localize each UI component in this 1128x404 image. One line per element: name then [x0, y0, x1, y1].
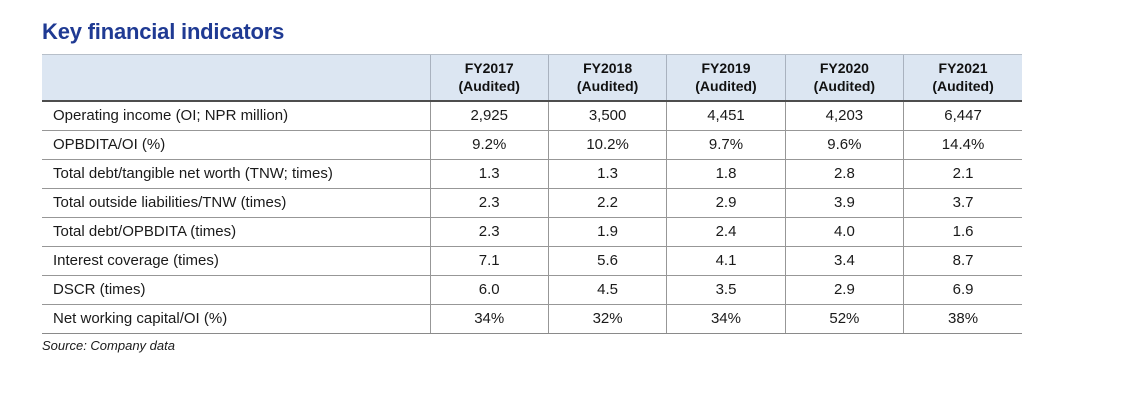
- cell-value: 2.9: [666, 188, 786, 218]
- cell-value: 3,500: [547, 100, 667, 131]
- column-year-label: FY2020: [819, 60, 869, 76]
- cell-value: 2.3: [429, 217, 549, 247]
- cell-value: 1.3: [429, 159, 549, 189]
- cell-value: 2.9: [784, 275, 904, 305]
- column-audited-label: (Audited): [932, 78, 994, 95]
- cell-value: 2.3: [429, 188, 549, 218]
- header-cell-fy2020: FY2020 (Audited): [784, 53, 904, 102]
- cell-value: 9.2%: [429, 130, 549, 160]
- header-cell-fy2018: FY2018 (Audited): [547, 53, 667, 102]
- cell-value: 52%: [784, 304, 904, 334]
- source-note: Source: Company data: [42, 337, 175, 353]
- header-cell-fy2017: FY2017 (Audited): [429, 53, 549, 102]
- cell-value: 5.6: [547, 246, 667, 276]
- column-audited-label: (Audited): [576, 78, 639, 95]
- table-row: Total debt/tangible net worth (TNW; time…: [42, 159, 1022, 189]
- cell-value: 10.2%: [547, 130, 667, 160]
- table-row: Total debt/OPBDITA (times) 2.3 1.9 2.4 4…: [42, 217, 1022, 247]
- cell-value: 7.1: [429, 246, 549, 276]
- cell-value: 6,447: [903, 100, 1022, 131]
- cell-value: 6.0: [429, 275, 549, 305]
- row-label-opbdita-oi: OPBDITA/OI (%): [42, 130, 431, 160]
- cell-value: 9.7%: [666, 130, 786, 160]
- table-row: Total outside liabilities/TNW (times) 2.…: [42, 188, 1022, 218]
- table-row: OPBDITA/OI (%) 9.2% 10.2% 9.7% 9.6% 14.4…: [42, 130, 1022, 160]
- header-cell-fy2019: FY2019 (Audited): [666, 53, 786, 102]
- cell-value: 2,925: [429, 100, 549, 131]
- cell-value: 3.4: [784, 246, 904, 276]
- cell-value: 2.2: [547, 188, 667, 218]
- row-label-debt-opbdita: Total debt/OPBDITA (times): [42, 217, 431, 247]
- cell-value: 3.7: [903, 188, 1022, 218]
- table-row: Interest coverage (times) 7.1 5.6 4.1 3.…: [42, 246, 1022, 276]
- financial-indicators-table: FY2017 (Audited) FY2018 (Audited) FY2019…: [42, 53, 1022, 334]
- cell-value: 1.3: [547, 159, 667, 189]
- row-label-operating-income: Operating income (OI; NPR million): [42, 100, 431, 131]
- column-year-label: FY2018: [583, 60, 633, 76]
- report-page: Key financial indicators FY2017 (Audited…: [42, 19, 1022, 353]
- cell-value: 38%: [903, 304, 1022, 334]
- row-label-tol-tnw: Total outside liabilities/TNW (times): [42, 188, 431, 218]
- table-row: DSCR (times) 6.0 4.5 3.5 2.9 6.9: [42, 275, 1022, 305]
- column-audited-label: (Audited): [813, 78, 876, 95]
- cell-value: 4.5: [547, 275, 667, 305]
- cell-value: 14.4%: [903, 130, 1022, 160]
- cell-value: 34%: [429, 304, 549, 334]
- cell-value: 4.1: [666, 246, 786, 276]
- page-title: Key financial indicators: [42, 19, 285, 44]
- cell-value: 2.8: [784, 159, 904, 189]
- cell-value: 9.6%: [784, 130, 904, 160]
- column-year-label: FY2019: [701, 60, 751, 76]
- cell-value: 1.8: [666, 159, 786, 189]
- table-header-row: FY2017 (Audited) FY2018 (Audited) FY2019…: [42, 53, 1022, 102]
- row-label-debt-tnw: Total debt/tangible net worth (TNW; time…: [42, 159, 431, 189]
- table-row: Net working capital/OI (%) 34% 32% 34% 5…: [42, 304, 1022, 334]
- column-year-label: FY2021: [938, 60, 988, 76]
- cell-value: 4.0: [784, 217, 904, 247]
- header-spacer-cell: [42, 53, 431, 102]
- cell-value: 3.5: [666, 275, 786, 305]
- cell-value: 8.7: [903, 246, 1022, 276]
- cell-value: 4,451: [666, 100, 786, 131]
- cell-value: 2.1: [903, 159, 1022, 189]
- cell-value: 4,203: [784, 100, 904, 131]
- header-cell-fy2021: FY2021 (Audited): [903, 53, 1022, 102]
- column-audited-label: (Audited): [695, 78, 757, 95]
- cell-value: 3.9: [784, 188, 904, 218]
- cell-value: 1.9: [547, 217, 667, 247]
- cell-value: 1.6: [903, 217, 1022, 247]
- row-label-dscr: DSCR (times): [42, 275, 431, 305]
- row-label-interest-coverage: Interest coverage (times): [42, 246, 431, 276]
- cell-value: 2.4: [666, 217, 786, 247]
- row-label-nwc-oi: Net working capital/OI (%): [42, 304, 431, 334]
- table-row: Operating income (OI; NPR million) 2,925…: [42, 100, 1022, 131]
- cell-value: 6.9: [903, 275, 1022, 305]
- column-audited-label: (Audited): [458, 78, 520, 95]
- cell-value: 32%: [547, 304, 667, 334]
- cell-value: 34%: [666, 304, 786, 334]
- column-year-label: FY2017: [464, 60, 514, 76]
